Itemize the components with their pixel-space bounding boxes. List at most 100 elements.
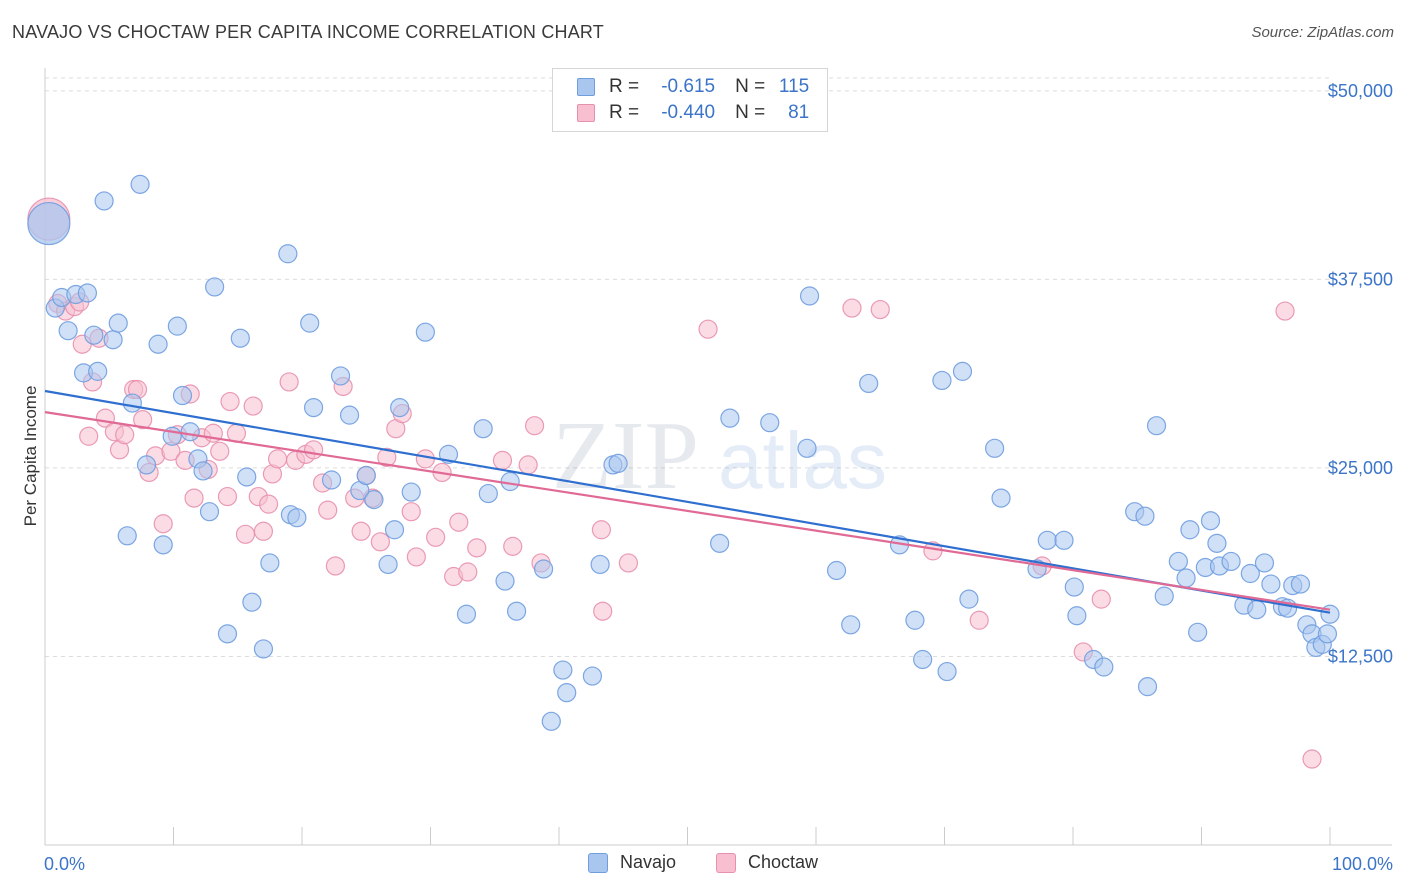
legend: R = -0.615 N = 115 R = -0.440 N = 81 xyxy=(552,68,828,132)
legend-r-value: -0.440 xyxy=(661,102,716,123)
navajo-point-63 xyxy=(710,533,730,553)
choctaw-point-32 xyxy=(243,396,263,416)
navajo-point-89 xyxy=(1137,677,1158,697)
navajo-point-44 xyxy=(384,520,405,540)
legend-n-value: 81 xyxy=(788,102,810,123)
choctaw-point-79 xyxy=(1275,301,1295,321)
choctaw-point-71 xyxy=(698,319,718,339)
choctaw-point-47 xyxy=(351,521,371,541)
legend-swatch-navajo xyxy=(577,78,595,96)
choctaw-point-12 xyxy=(115,425,135,445)
navajo-point-97 xyxy=(1200,511,1221,531)
choctaw-point-78 xyxy=(1091,589,1111,609)
navajo-point-7 xyxy=(84,325,104,345)
navajo-point-34 xyxy=(287,508,307,528)
navajo-point-37 xyxy=(321,470,342,490)
navajo-point-8 xyxy=(88,361,108,381)
navajo-point-104 xyxy=(1254,553,1275,573)
navajo-point-105 xyxy=(1261,574,1281,594)
bottom-legend-choctaw: Choctaw xyxy=(716,852,818,873)
bottom-legend-swatch-choctaw xyxy=(716,852,736,873)
legend-swatch-choctaw xyxy=(577,104,595,122)
navajo-point-6 xyxy=(77,283,98,303)
navajo-point-10 xyxy=(103,330,123,350)
choctaw-point-65 xyxy=(518,455,538,475)
navajo-point-114 xyxy=(1317,624,1338,644)
navajo-point-41 xyxy=(356,465,376,486)
navajo-point-15 xyxy=(136,455,157,475)
legend-n-label: N = xyxy=(735,102,766,123)
navajo-point-64 xyxy=(720,408,740,428)
navajo-point-62 xyxy=(608,453,628,474)
navajo-point-17 xyxy=(153,535,173,555)
navajo-point-74 xyxy=(932,370,952,391)
y-tick-labels: $12,500 $25,000 $37,500 $50,000 xyxy=(1328,81,1393,667)
watermark: ZIP atlas xyxy=(552,402,887,510)
navajo-point-26 xyxy=(217,624,238,644)
navajo-point-11 xyxy=(108,313,128,333)
navajo-point-60 xyxy=(590,554,610,575)
choctaw-point-69 xyxy=(593,601,613,621)
choctaw-point-70 xyxy=(618,553,638,573)
navajo-point-88 xyxy=(1135,506,1155,526)
navajo-point-23 xyxy=(193,461,213,481)
navajo-point-84 xyxy=(1067,606,1087,626)
y-tick-label-1: $25,000 xyxy=(1328,458,1393,478)
legend-row-navajo: R = -0.615 N = 115 xyxy=(577,74,809,100)
choctaw-point-51 xyxy=(377,447,397,467)
navajo-point-30 xyxy=(253,639,274,659)
navajo-point-39 xyxy=(339,405,360,425)
legend-row-choctaw: R = -0.440 N = 81 xyxy=(577,100,809,126)
bottom-legend: Navajo Choctaw xyxy=(0,852,1406,873)
axes xyxy=(44,68,1392,846)
bottom-legend-navajo: Navajo xyxy=(587,852,676,873)
x-tick-labels: 0.0% 100.0% xyxy=(44,854,1393,874)
navajo-point-12 xyxy=(117,526,137,546)
choctaw-point-80 xyxy=(1302,749,1322,769)
legend-n-label: N = xyxy=(735,76,766,97)
navajo-point-21 xyxy=(180,422,200,442)
navajo-point-29 xyxy=(242,592,262,612)
navajo-point-24 xyxy=(199,502,220,522)
navajo-point-66 xyxy=(797,438,817,458)
navajo-point-19 xyxy=(167,316,187,336)
choctaw-point-27 xyxy=(210,441,230,461)
choctaw-point-43 xyxy=(318,500,338,520)
navajo-point-98 xyxy=(1207,533,1227,553)
navajo-point-70 xyxy=(859,373,879,394)
legend-r-label: R = xyxy=(609,76,640,97)
navajo-point-68 xyxy=(826,560,847,581)
navajo-point-52 xyxy=(495,571,515,591)
choctaw-point-50 xyxy=(370,532,390,552)
navajo-point-32 xyxy=(278,244,298,264)
navajo-point-20 xyxy=(172,385,193,406)
choctaw-point-60 xyxy=(449,512,469,532)
choctaw-point-64 xyxy=(503,536,523,556)
navajo-point-49 xyxy=(456,604,477,624)
choctaw-point-75 xyxy=(969,610,989,630)
navajo-point-51 xyxy=(478,483,498,504)
choctaw-trend-line xyxy=(44,411,1331,611)
trend-lines xyxy=(44,389,1331,614)
navajo-point-56 xyxy=(541,711,561,731)
choctaw-point-37 xyxy=(267,449,288,469)
chart-title: NAVAJO VS CHOCTAW PER CAPITA INCOME CORR… xyxy=(12,22,604,42)
bottom-legend-label-navajo: Navajo xyxy=(619,852,676,872)
choctaw-point-68 xyxy=(591,520,612,540)
x-tick-label-0: 0.0% xyxy=(44,854,85,874)
navajo-point-45 xyxy=(390,397,410,418)
navajo-point-75 xyxy=(937,661,957,682)
navajo-point-93 xyxy=(1176,568,1196,588)
legend-n-value: 115 xyxy=(778,76,810,97)
choctaw-point-63 xyxy=(492,450,513,470)
choctaw-point-18 xyxy=(153,514,173,534)
legend-r-label: R = xyxy=(609,102,640,123)
navajo-point-95 xyxy=(1188,622,1208,642)
navajo-point-50 xyxy=(473,419,493,439)
navajo-point-36 xyxy=(303,397,324,418)
navajo-point-53 xyxy=(500,471,520,492)
navajo-point-35 xyxy=(300,313,320,333)
navajo-point-82 xyxy=(1054,530,1074,550)
navajo-point-47 xyxy=(415,322,435,342)
navajo-point-83 xyxy=(1064,577,1084,597)
